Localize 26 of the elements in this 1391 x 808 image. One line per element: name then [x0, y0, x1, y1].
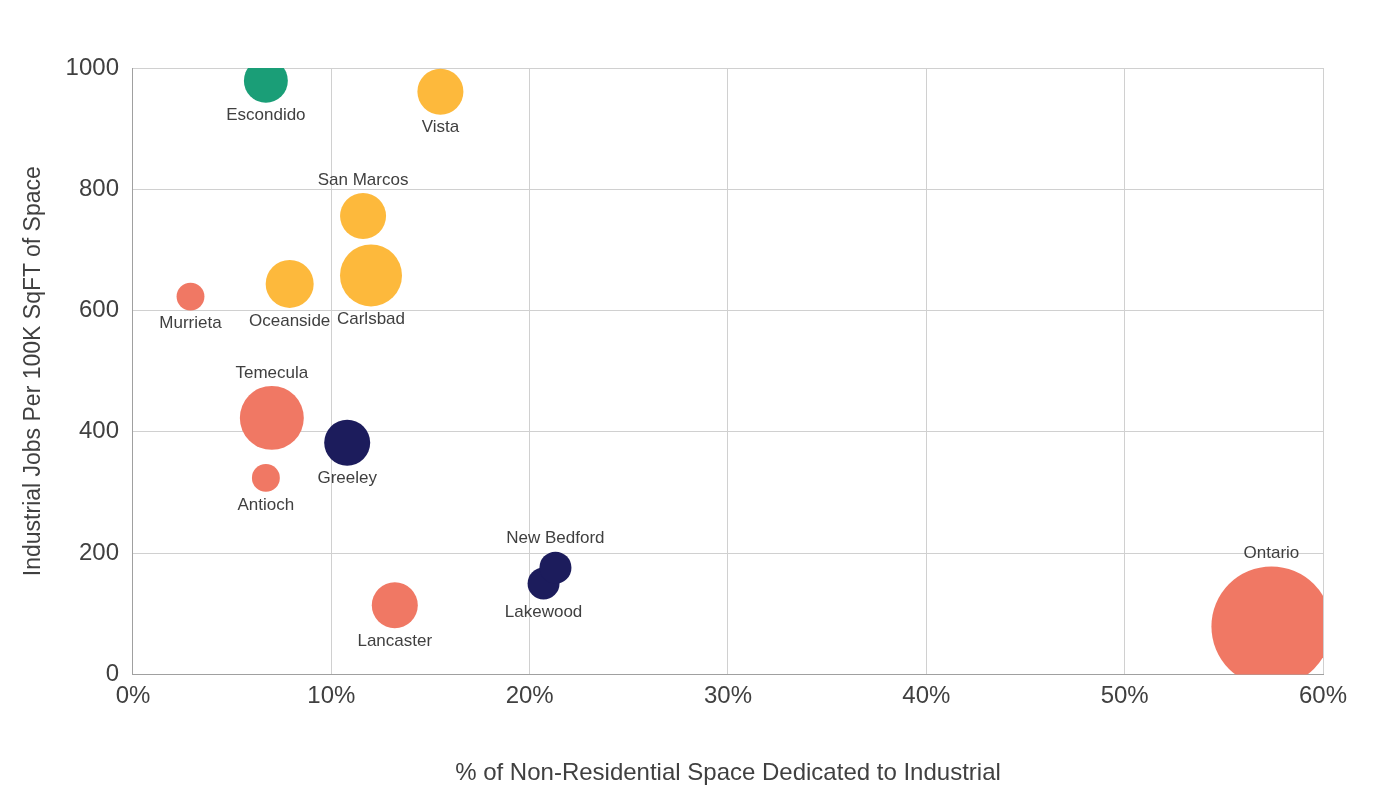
- series-label: Lakewood: [504, 602, 583, 622]
- x-tick-label: 60%: [1298, 681, 1348, 709]
- series-label: Escondido: [226, 105, 306, 125]
- y-tick-label: 600: [78, 295, 119, 323]
- series-label: Greeley: [317, 468, 378, 488]
- x-tick-label: 30%: [703, 681, 753, 709]
- y-tick-label: 800: [78, 173, 119, 201]
- y-axis-title: Industrial Jobs Per 100K SqFT of Space: [19, 166, 46, 577]
- series-label: New Bedford: [506, 528, 605, 548]
- x-tick-label: 40%: [902, 681, 951, 709]
- series-label: San Marcos: [317, 169, 409, 189]
- series-label: Oceanside: [249, 310, 331, 330]
- x-tick-label: 50%: [1100, 681, 1149, 709]
- series-label: Carlsbad: [336, 309, 406, 329]
- y-tick-label: 1000: [65, 52, 119, 80]
- x-axis-title: % of Non-Residential Space Dedicated to Industrial: [455, 758, 1001, 786]
- x-tick-label: 10%: [307, 681, 356, 709]
- x-tick-label: 20%: [505, 681, 554, 709]
- series-label: Ontario: [1243, 543, 1300, 563]
- series-label: Vista: [421, 117, 460, 137]
- series-label: Lancaster: [357, 630, 433, 650]
- series-label: Temecula: [235, 362, 309, 382]
- series-label: Antioch: [237, 494, 295, 514]
- y-tick-label: 200: [78, 537, 119, 565]
- y-tick-label: 400: [78, 416, 119, 444]
- series-label: Murrieta: [159, 313, 223, 333]
